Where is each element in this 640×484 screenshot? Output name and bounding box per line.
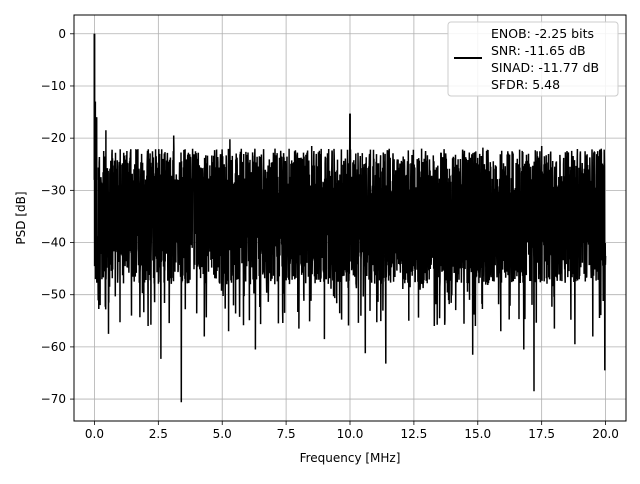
legend-sfdr: SFDR: 5.48 (491, 77, 560, 92)
legend: ENOB: -2.25 bits SNR: -11.65 dB SINAD: -… (447, 21, 619, 97)
y-tick-label: −30 (41, 183, 66, 197)
legend-enob: ENOB: -2.25 bits (491, 26, 594, 41)
legend-snr: SNR: -11.65 dB (491, 43, 586, 58)
x-tick-label: 17.5 (528, 427, 555, 441)
x-tick-label: 15.0 (464, 427, 491, 441)
x-axis-ticks: 0.0 2.5 5.0 7.5 10.0 12.5 15.0 17.5 20.0 (85, 421, 619, 441)
y-tick-label: −40 (41, 236, 66, 250)
legend-sinad: SINAD: -11.77 dB (491, 60, 599, 75)
x-tick-label: 0.0 (85, 427, 104, 441)
y-tick-label: −20 (41, 131, 66, 145)
x-tick-label: 12.5 (401, 427, 428, 441)
x-tick-label: 7.5 (277, 427, 296, 441)
x-tick-label: 10.0 (337, 427, 364, 441)
y-axis-label: PSD [dB] (14, 191, 28, 244)
y-tick-label: −10 (41, 79, 66, 93)
y-tick-label: −70 (41, 392, 66, 406)
x-axis-label: Frequency [MHz] (300, 451, 401, 465)
plot-series (93, 33, 607, 403)
x-tick-label: 2.5 (149, 427, 168, 441)
y-tick-label: −60 (41, 340, 66, 354)
x-tick-label: 20.0 (592, 427, 619, 441)
y-tick-label: 0 (58, 27, 66, 41)
y-tick-label: −50 (41, 288, 66, 302)
legend-box (447, 21, 619, 97)
y-axis-ticks: 0 −10 −20 −30 −40 −50 −60 −70 (41, 27, 74, 406)
x-tick-label: 5.0 (213, 427, 232, 441)
